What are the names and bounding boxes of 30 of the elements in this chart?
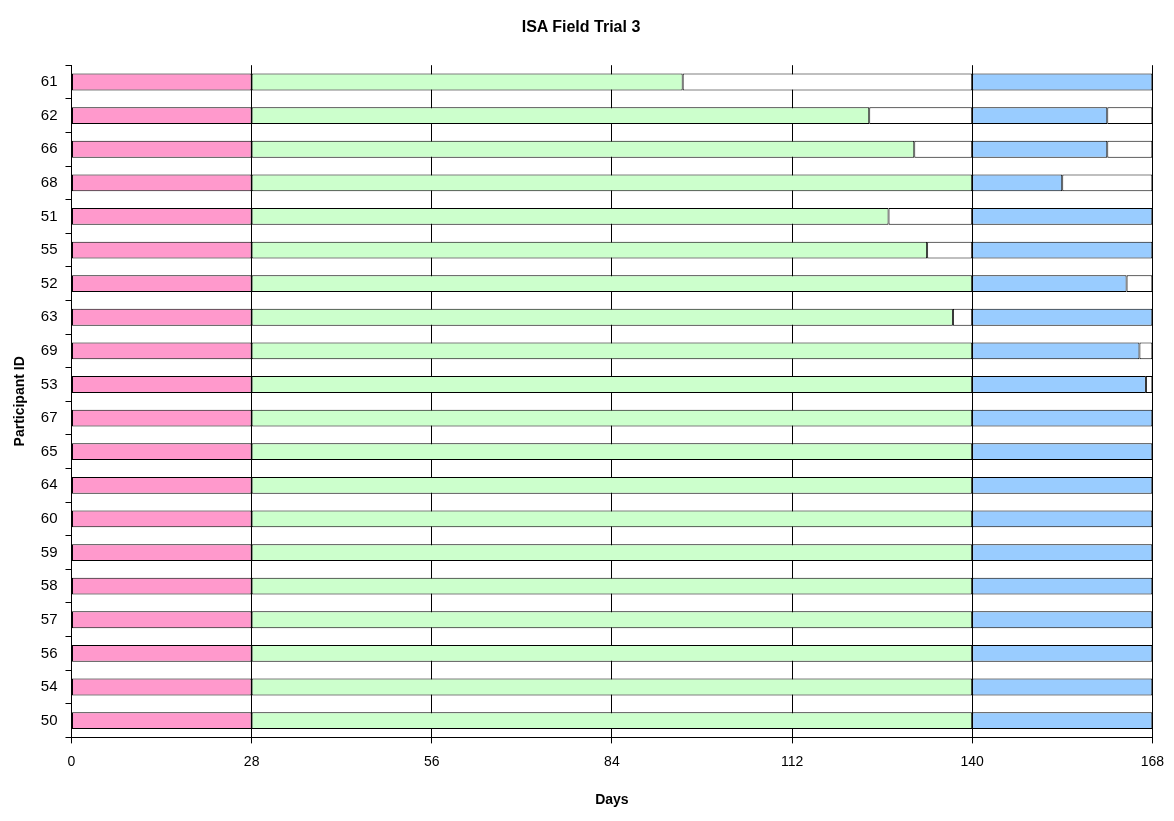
y-tick-label: 61 <box>40 72 58 90</box>
y-tick-label: 62 <box>40 105 58 123</box>
chart-title: ISA Field Trial 3 <box>521 18 641 36</box>
x-tick-label: 140 <box>960 752 985 769</box>
x-tick-label: 168 <box>1140 752 1165 769</box>
x-tick-label: 84 <box>604 752 620 769</box>
y-tick-label: 51 <box>40 206 58 224</box>
x-tick-label: 112 <box>780 752 804 769</box>
y-axis-title: Participant ID <box>11 356 28 447</box>
x-tick-label: 28 <box>243 752 260 769</box>
y-tick-label: 55 <box>40 240 58 258</box>
y-tick-label: 65 <box>40 441 58 459</box>
y-tick-label: 53 <box>40 374 58 392</box>
x-tick-label: 0 <box>67 752 76 769</box>
x-axis-title: Days <box>595 791 629 808</box>
y-tick-label: 50 <box>40 710 58 728</box>
x-tick-label: 56 <box>423 752 440 769</box>
y-tick-label: 68 <box>40 172 58 190</box>
y-tick-label: 60 <box>40 509 58 527</box>
y-tick-label: 69 <box>40 341 58 359</box>
y-tick-label: 57 <box>40 609 58 627</box>
y-tick-label: 66 <box>40 139 58 157</box>
y-tick-label: 64 <box>40 475 58 493</box>
y-tick-label: 56 <box>40 643 58 661</box>
y-tick-label: 58 <box>40 576 58 594</box>
y-tick-label: 59 <box>40 542 58 560</box>
y-tick-label: 67 <box>40 408 58 426</box>
y-tick-label: 52 <box>40 273 58 291</box>
y-tick-label: 63 <box>40 307 58 325</box>
y-tick-label: 54 <box>40 677 58 695</box>
